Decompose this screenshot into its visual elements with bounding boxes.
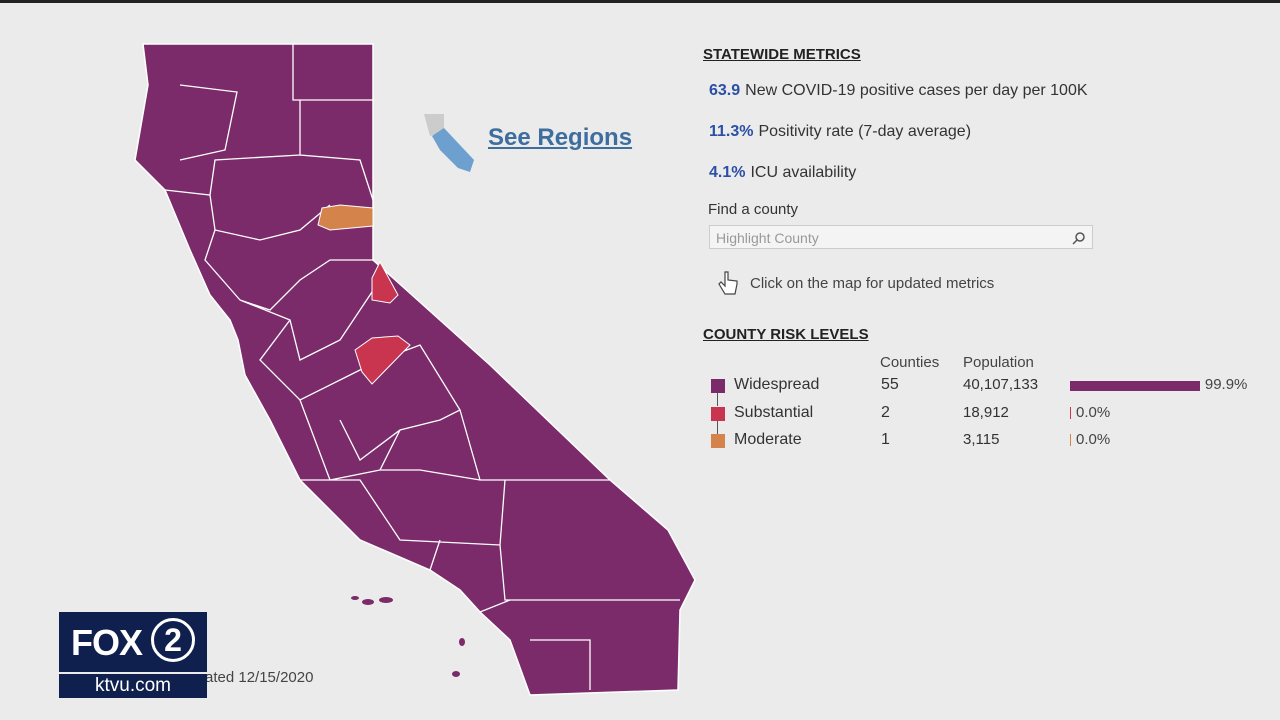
updated-date: ated 12/15/2020 [205,669,314,686]
section-title: STATEWIDE METRICS [703,46,861,63]
column-header: Population [963,354,1034,371]
legend-connector [717,420,718,434]
population: 18,912 [963,403,1009,421]
column-header: Counties [880,354,940,371]
logo-brand: FOX [71,622,143,663]
metric: 11.3% Positivity rate (7-day average) [709,123,971,141]
state-shape[interactable] [134,43,696,696]
moderate-county[interactable] [317,204,374,231]
search-icon [1072,232,1085,245]
risk-level: Moderate [734,431,802,448]
map-hint: Click on the map for updated metrics [750,275,995,292]
legend-swatch [711,379,725,393]
islands [351,596,465,677]
population: 3,115 [963,431,1000,448]
share-bar [1070,381,1200,391]
metric: 63.9 New COVID-19 positive cases per day … [709,82,1088,100]
substantial-county[interactable] [371,260,399,304]
logo-number: 2 [151,618,195,662]
regions-icon[interactable] [424,114,474,172]
county-count: 55 [881,376,899,393]
section-title: COUNTY RISK LEVELS [703,326,869,343]
share-label: 0.0% [1076,403,1111,421]
metric-value: 11.3% [709,123,754,140]
share-bar [1070,434,1071,446]
share-bar [1070,406,1071,419]
logo-box: FOX 2 [59,612,207,672]
share-label: 0.0% [1076,431,1111,448]
legend-connector [717,393,718,406]
metric-value: 4.1% [709,164,746,181]
california-map[interactable] [0,0,720,720]
hand-icon [718,271,738,295]
legend-swatch [711,406,725,421]
logo-site: ktvu.com [59,674,207,698]
metric-label: Positivity rate (7-day average) [758,123,972,140]
metric: 4.1% ICU availability [709,164,856,182]
population: 40,107,133 [963,376,1039,393]
risk-level: Widespread [734,376,820,393]
placeholder: Highlight County [716,230,819,246]
risk-level: Substantial [734,403,814,421]
county-count: 2 [881,403,890,421]
see-regions-link[interactable]: See Regions [488,124,633,151]
county-count: 1 [881,431,890,448]
share-label: 99.9% [1204,376,1248,393]
metric-label: New COVID-19 positive cases per day per … [745,82,1088,99]
substantial-county[interactable] [354,335,411,385]
search-input[interactable]: Highlight County [709,225,1093,249]
metric-value: 63.9 [709,82,741,99]
metric-label: ICU availability [750,164,857,181]
legend-swatch [711,434,725,448]
county-borders [164,44,680,690]
top-bar [0,0,1280,3]
search-label: Find a county [708,201,799,218]
